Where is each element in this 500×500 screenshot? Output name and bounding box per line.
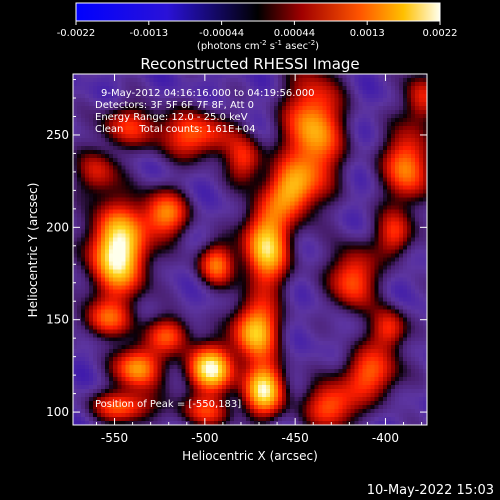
chart-title: Reconstructed RHESSI Image xyxy=(140,55,359,73)
x-tick-label: -500 xyxy=(191,431,218,445)
colorbar-tick-label: 0.00044 xyxy=(274,28,315,39)
colorbar-tick-label: -0.0022 xyxy=(57,28,96,39)
heatmap-image xyxy=(73,74,427,425)
colorbar-ticks: -0.0022 -0.0013 -0.00044 0.00044 0.0013 0.002… xyxy=(57,21,458,39)
y-tick-label: 200 xyxy=(46,220,69,234)
y-tick-label: 250 xyxy=(46,128,69,142)
y-axis-label: Heliocentric Y (arcsec) xyxy=(26,183,40,318)
peak-position-label: Position of Peak = [-550,183] xyxy=(95,399,241,410)
x-tick-label: -450 xyxy=(282,431,309,445)
observation-info: 9-May-2012 04:16:16.000 to 04:19:56.000 … xyxy=(95,88,314,135)
timestamp: 10-May-2022 15:03 xyxy=(367,483,494,498)
info-line-energy: Energy Range: 12.0 - 25.0 keV xyxy=(95,112,248,123)
colorbar-unit-label: (photons cm-2 s-1 asec-2) xyxy=(197,39,319,52)
colorbar-tick-label: -0.0013 xyxy=(129,28,168,39)
axis-ticks: -550 -500 -450 -400 100 150 200 250 xyxy=(46,74,427,445)
info-line-detectors: Detectors: 3F 5F 6F 7F 8F, Att 0 xyxy=(95,100,254,111)
y-tick-label: 100 xyxy=(46,405,69,419)
info-line-time: 9-May-2012 04:16:16.000 to 04:19:56.000 xyxy=(101,88,314,99)
info-line-counts: Clean Total counts: 1.61E+04 xyxy=(95,124,255,135)
x-axis-label: Heliocentric X (arcsec) xyxy=(182,449,318,463)
colorbar-tick-label: 0.0013 xyxy=(350,28,385,39)
colorbar-tick-label: -0.00044 xyxy=(199,28,244,39)
colorbar-tick-label: 0.0022 xyxy=(423,28,458,39)
plot-frame xyxy=(72,73,428,426)
x-tick-label: -550 xyxy=(101,431,128,445)
y-tick-label: 150 xyxy=(46,313,69,327)
x-tick-label: -400 xyxy=(372,431,399,445)
colorbar xyxy=(75,2,441,22)
